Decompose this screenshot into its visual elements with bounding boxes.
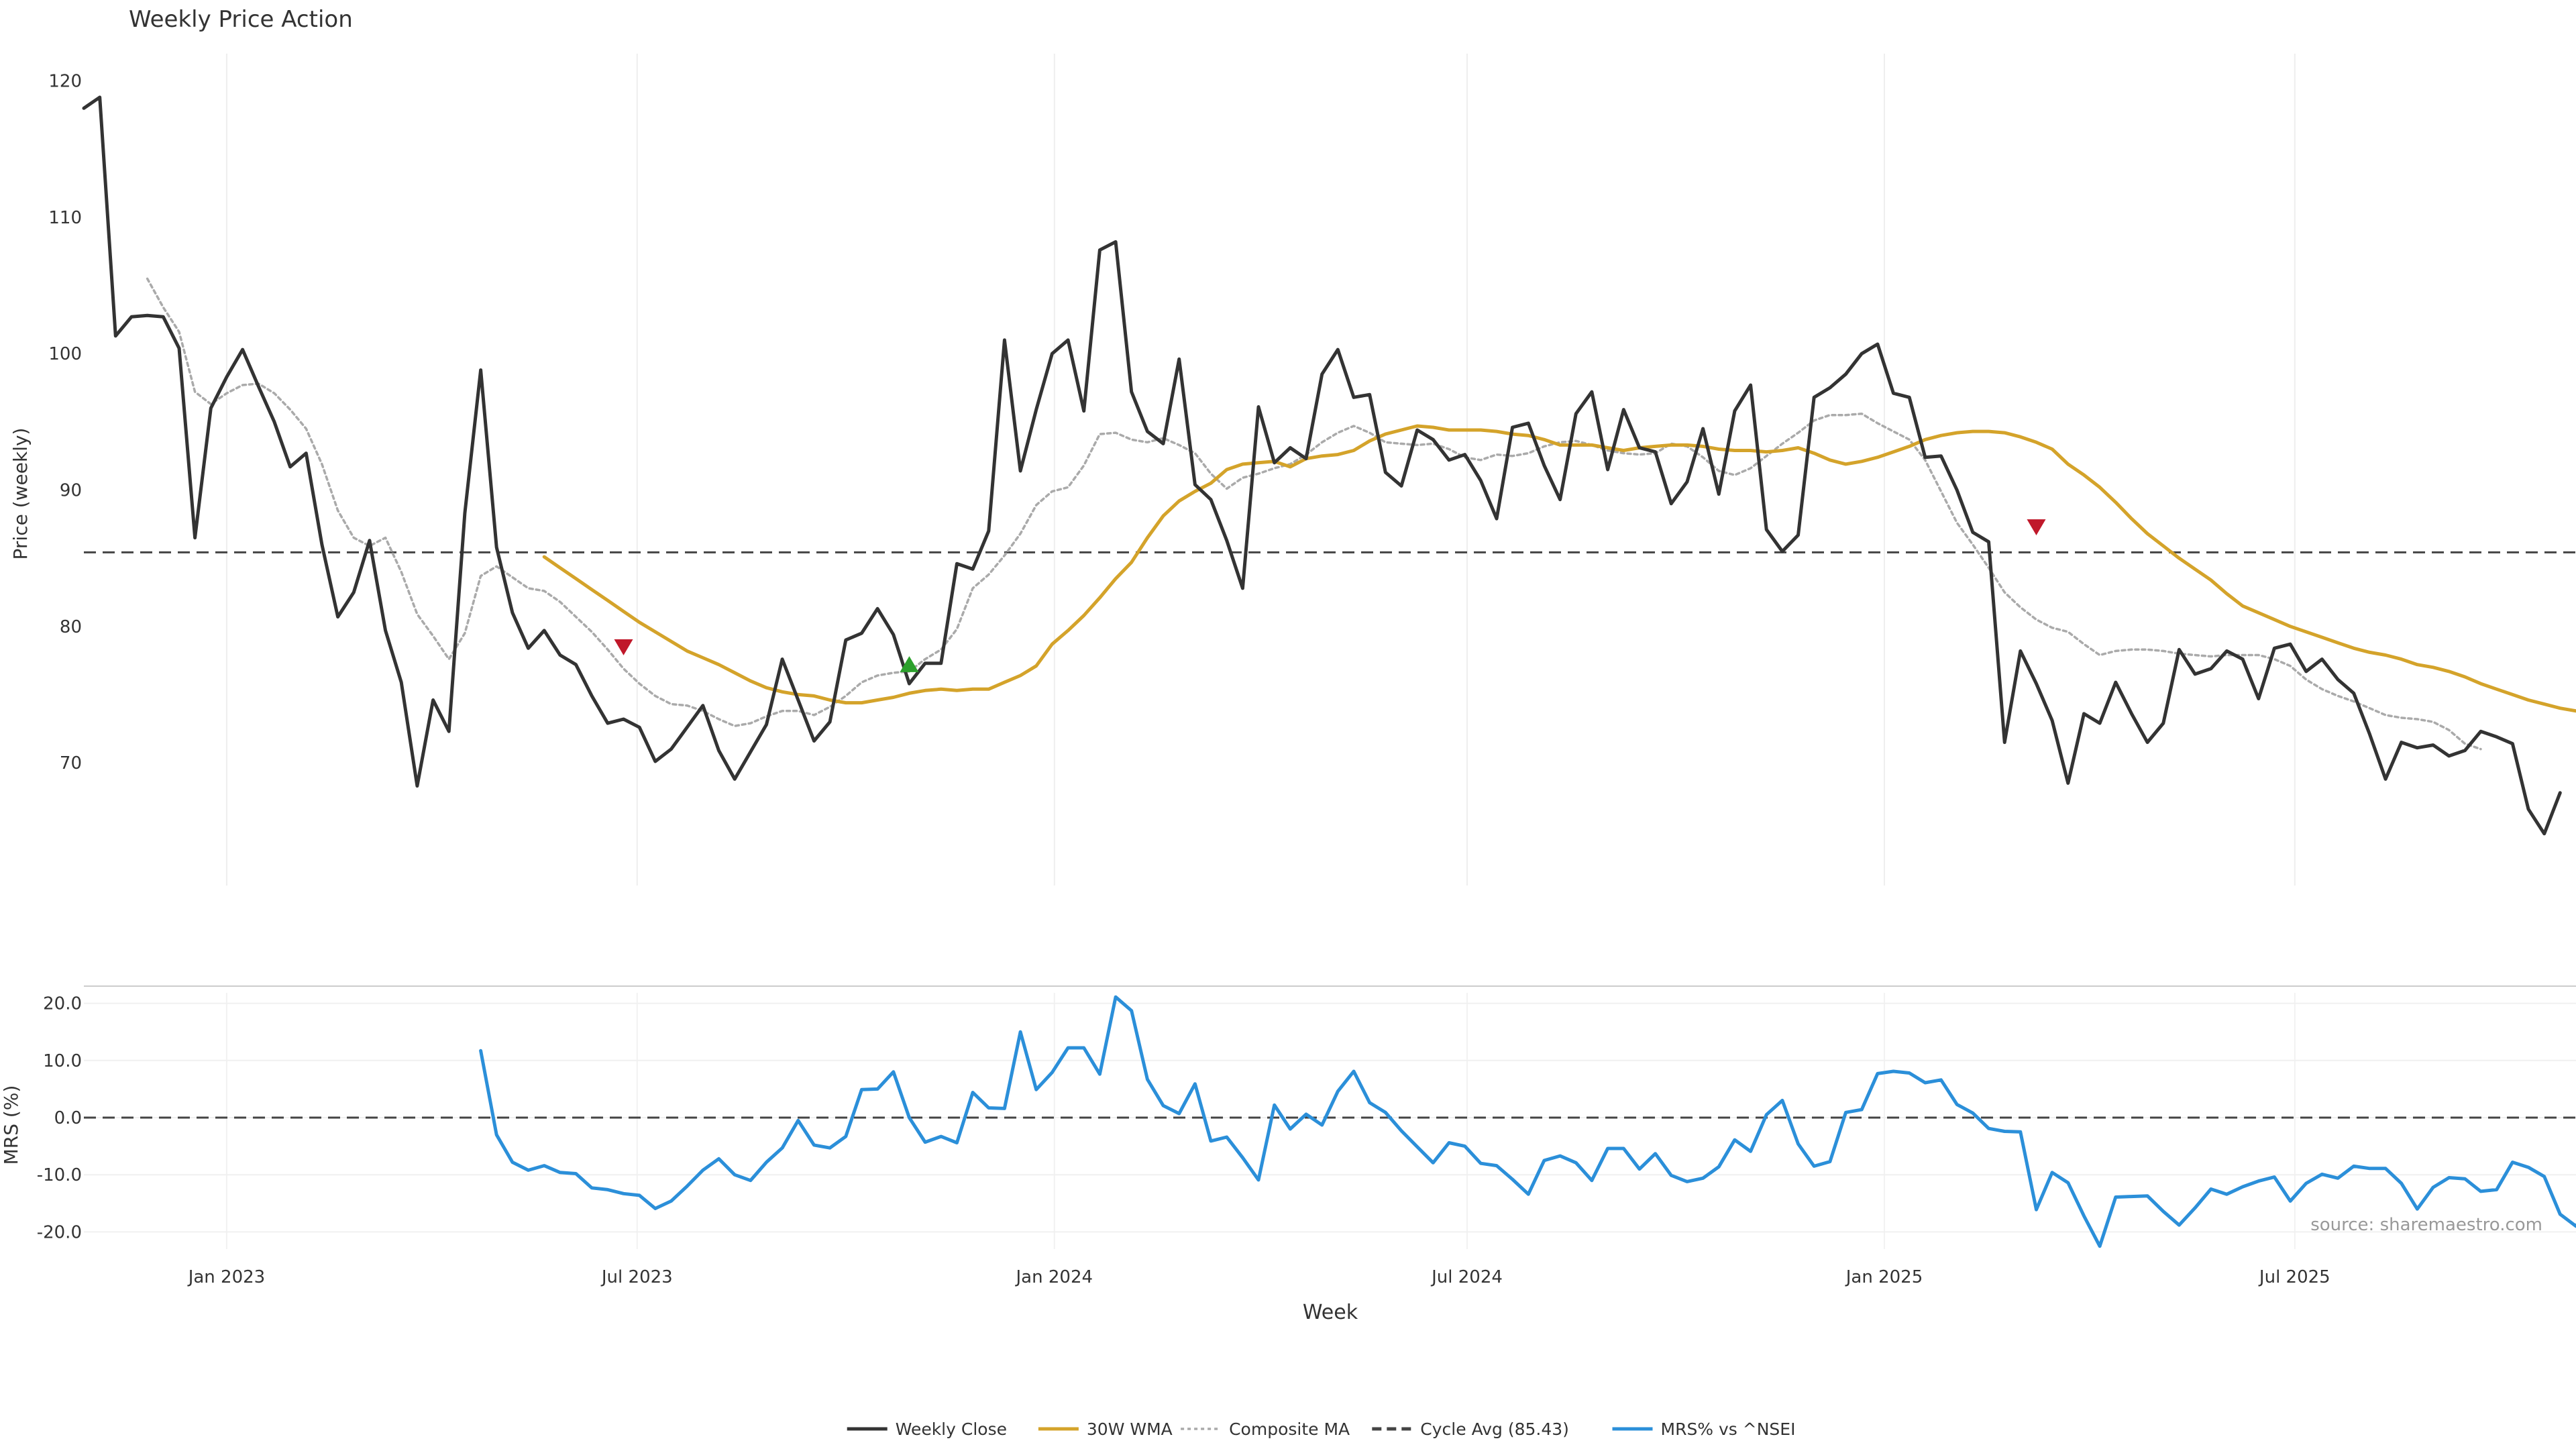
- legend-label-4: MRS% vs ^NSEI: [1661, 1419, 1796, 1439]
- price-line-30w-wma: [542, 424, 2576, 713]
- x-tick-label-4: Jan 2025: [1845, 1267, 1923, 1287]
- mrs-y-tick-2: 0.0: [54, 1108, 82, 1128]
- price-line-weekly-close: [82, 95, 2562, 836]
- mrs-y-tick-0: -20.0: [37, 1222, 82, 1242]
- x-tick-label-5: Jul 2025: [2258, 1267, 2330, 1287]
- legend-label-2: Composite MA: [1229, 1419, 1350, 1439]
- signal-markers: [614, 519, 2046, 672]
- price-y-tick-2: 90: [60, 480, 82, 500]
- sell-marker-0: [614, 639, 633, 655]
- legend-label-3: Cycle Avg (85.43): [1420, 1419, 1569, 1439]
- sell-marker-2: [2027, 519, 2046, 535]
- price-line-composite-ma: [146, 277, 2482, 751]
- mrs-y-tick-1: -10.0: [37, 1165, 82, 1185]
- price-grid: [225, 54, 2296, 885]
- chart-title: Weekly Price Action: [129, 6, 353, 33]
- price-y-tick-4: 110: [48, 208, 82, 228]
- price-y-tick-5: 120: [48, 72, 82, 92]
- buy-marker-1: [900, 656, 919, 672]
- price-y-tick-1: 80: [60, 617, 82, 637]
- price-series: [82, 95, 2576, 836]
- legend: Weekly Close 30W WMA Composite MA Cycle Avg…: [847, 1419, 1796, 1439]
- price-y-tick-3: 100: [48, 344, 82, 364]
- x-tick-label-1: Jul 2023: [600, 1267, 673, 1287]
- x-ticks: Jan 2023 Jul 2023 Jan 2024 Jul 2024 Jan 2025…: [187, 1267, 2330, 1287]
- mrs-line-mrs-vs-nsei: [479, 995, 2576, 1248]
- x-tick-label-2: Jan 2024: [1015, 1267, 1093, 1287]
- price-y-tick-0: 70: [60, 753, 82, 773]
- source-annotation: source: sharemaestro.com: [2310, 1215, 2542, 1235]
- price-y-ticks: 70 80 90 100 110 120: [48, 72, 82, 773]
- mrs-panel: MRS (%) -20.0 -10.0 0.0 10.0 20.0 source: sh…: [0, 985, 2576, 1324]
- mrs-y-axis-label: MRS (%): [0, 1085, 22, 1165]
- x-tick-label-0: Jan 2023: [187, 1267, 266, 1287]
- price-y-axis-label: Price (weekly): [9, 428, 32, 560]
- x-tick-label-3: Jul 2024: [1430, 1267, 1503, 1287]
- x-axis-label: Week: [1303, 1301, 1358, 1324]
- mrs-y-ticks: -20.0 -10.0 0.0 10.0 20.0: [37, 994, 82, 1243]
- mrs-series: [84, 995, 2576, 1248]
- price-panel: Weekly Price Action Price (weekly) 70 80 9…: [9, 6, 2576, 885]
- legend-label-0: Weekly Close: [896, 1419, 1007, 1439]
- mrs-y-tick-4: 20.0: [43, 994, 82, 1014]
- mrs-y-tick-3: 10.0: [43, 1051, 82, 1071]
- legend-label-1: 30W WMA: [1087, 1419, 1173, 1439]
